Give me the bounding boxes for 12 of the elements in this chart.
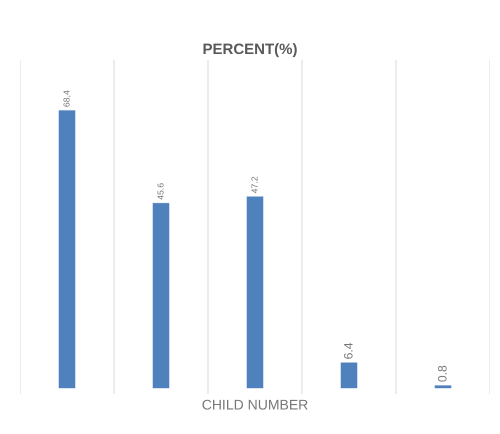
bar xyxy=(246,196,264,389)
bar xyxy=(434,384,452,389)
x-axis-title: CHILD NUMBER xyxy=(202,396,308,412)
data-label: 47.2 xyxy=(250,176,260,194)
chart-title: PERCENT(%) xyxy=(202,40,298,58)
data-label: 0.8 xyxy=(436,365,450,382)
bar xyxy=(152,202,170,389)
bar xyxy=(340,362,358,389)
bar xyxy=(58,110,76,389)
data-label: 45.6 xyxy=(156,182,166,200)
data-label: 68,4 xyxy=(62,90,72,108)
data-label: 6.4 xyxy=(342,342,356,360)
